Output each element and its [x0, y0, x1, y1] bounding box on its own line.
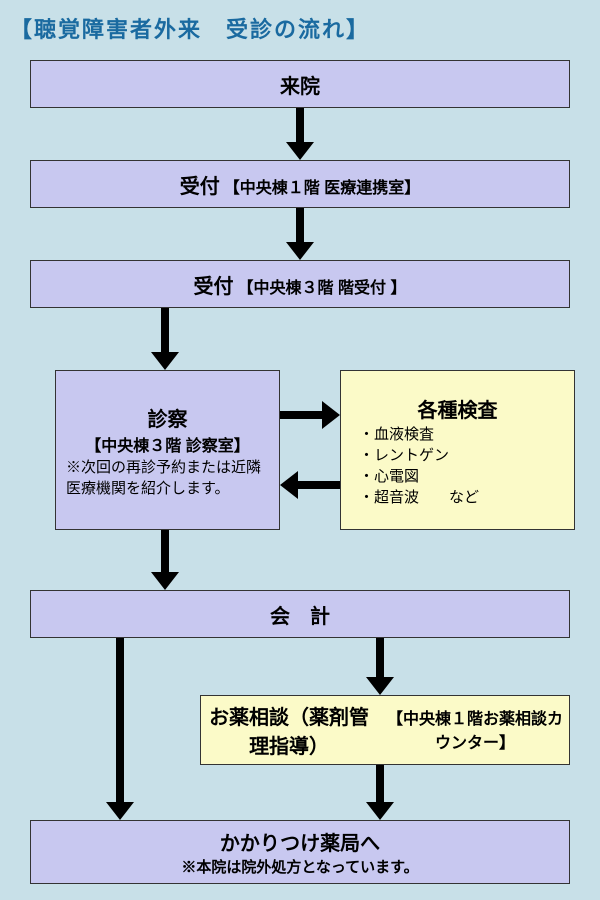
arrow-1: [286, 208, 314, 260]
arrow-3: [280, 401, 340, 429]
node-sub: 【中央棟１階お薬相談カウンター】: [381, 705, 569, 753]
arrow-8: [106, 638, 134, 820]
node-sub: 【中央棟３階 診察室】: [85, 432, 249, 456]
arrow-5: [151, 530, 179, 590]
node-n3: 受付【中央棟３階 階受付 】: [30, 260, 570, 308]
node-main: お薬相談（薬剤管理指導）: [201, 701, 377, 759]
list-item: ・心電図: [359, 465, 574, 486]
list-item: ・超音波 など: [359, 486, 574, 507]
node-main: かかりつけ薬局へ: [220, 827, 380, 856]
flowchart-canvas: 【聴覚障害者外来 受診の流れ】 来院受付【中央棟１階 医療連携室】受付【中央棟３…: [0, 0, 600, 900]
list-item: ・血液検査: [359, 423, 574, 444]
arrow-7: [366, 765, 394, 820]
arrow-4: [280, 471, 340, 499]
node-n4: 診察【中央棟３階 診察室】※次回の再診予約または近隣医療機関を紹介します。: [55, 370, 280, 530]
node-main: 各種検査: [418, 394, 498, 423]
page-title: 【聴覚障害者外来 受診の流れ】: [10, 12, 370, 44]
node-main: 受付: [194, 270, 234, 299]
node-main: 来院: [280, 70, 320, 99]
node-n7: お薬相談（薬剤管理指導）【中央棟１階お薬相談カウンター】: [200, 695, 570, 765]
node-main: 会 計: [270, 600, 330, 629]
arrow-2: [151, 308, 179, 370]
node-sub: 【中央棟３階 階受付 】: [238, 274, 407, 298]
node-n8: かかりつけ薬局へ※本院は院外処方となっています。: [30, 820, 570, 884]
arrow-6: [366, 638, 394, 695]
arrow-0: [286, 108, 314, 160]
node-list: ・血液検査・レントゲン・心電図・超音波 など: [341, 423, 574, 507]
node-note: ※次回の再診予約または近隣医療機関を紹介します。: [56, 456, 279, 498]
node-n2: 受付【中央棟１階 医療連携室】: [30, 160, 570, 208]
node-n5: 各種検査・血液検査・レントゲン・心電図・超音波 など: [340, 370, 575, 530]
node-sub: 【中央棟１階 医療連携室】: [224, 174, 420, 198]
node-main: 受付: [180, 170, 220, 199]
node-main: 診察: [148, 403, 188, 432]
node-note: ※本院は院外処方となっています。: [181, 856, 418, 877]
node-n6: 会 計: [30, 590, 570, 638]
node-n1: 来院: [30, 60, 570, 108]
list-item: ・レントゲン: [359, 444, 574, 465]
